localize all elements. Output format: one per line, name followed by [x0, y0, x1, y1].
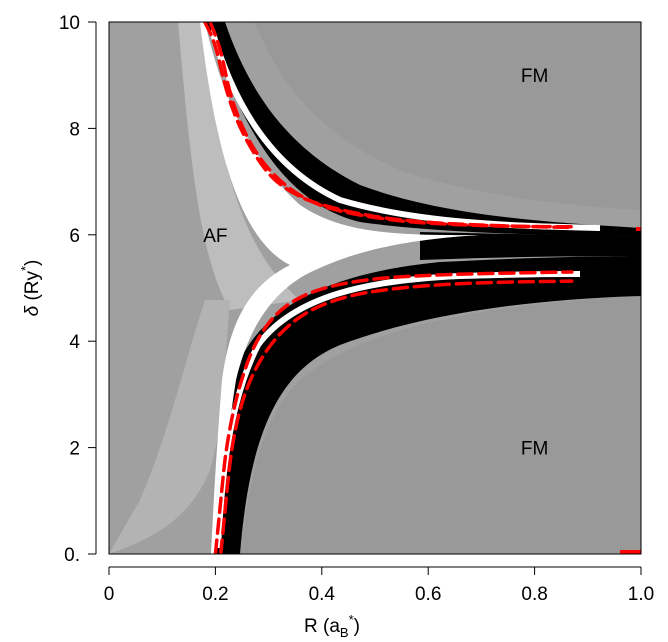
y-axis-label: δ (Ry*): [18, 260, 43, 317]
x-tick-label: 0: [104, 584, 115, 605]
af-light-region: [178, 22, 300, 310]
boundary-curve: [213, 270, 574, 554]
x-tick-label: 0.8: [521, 584, 547, 605]
af-left-shading: [109, 300, 230, 554]
black-band-lower: [212, 256, 641, 554]
region-label-fm: FM: [521, 66, 548, 87]
boundary-curve: [208, 22, 574, 229]
plot-frame: [108, 21, 642, 555]
region-label-af: AF: [203, 226, 227, 247]
black-band-middle: [420, 232, 641, 260]
region-labels: AF FM FM: [203, 66, 548, 459]
y-tick-label: 8: [69, 119, 80, 140]
x-axis-label: R (aB*): [304, 612, 360, 640]
x-tick-label: 0.2: [202, 584, 228, 605]
fm-lower-region: [240, 296, 641, 554]
region-label-fm: FM: [521, 439, 548, 460]
boundary-curves: [203, 22, 574, 554]
boundary-curve: [218, 279, 574, 554]
y-tick-label: 6: [69, 226, 80, 247]
x-tick-label: 0.4: [309, 584, 336, 605]
y-tick-label: 2: [69, 439, 80, 460]
plot-area: [109, 22, 641, 554]
y-tick-label: 4: [69, 332, 80, 353]
y-tick-label: 10: [59, 13, 80, 34]
x-tick-label: 1.0: [628, 584, 654, 605]
x-tick-label: 0.6: [415, 584, 441, 605]
fm-upper-region: [225, 22, 641, 210]
y-tick-label: 0.: [64, 545, 80, 566]
